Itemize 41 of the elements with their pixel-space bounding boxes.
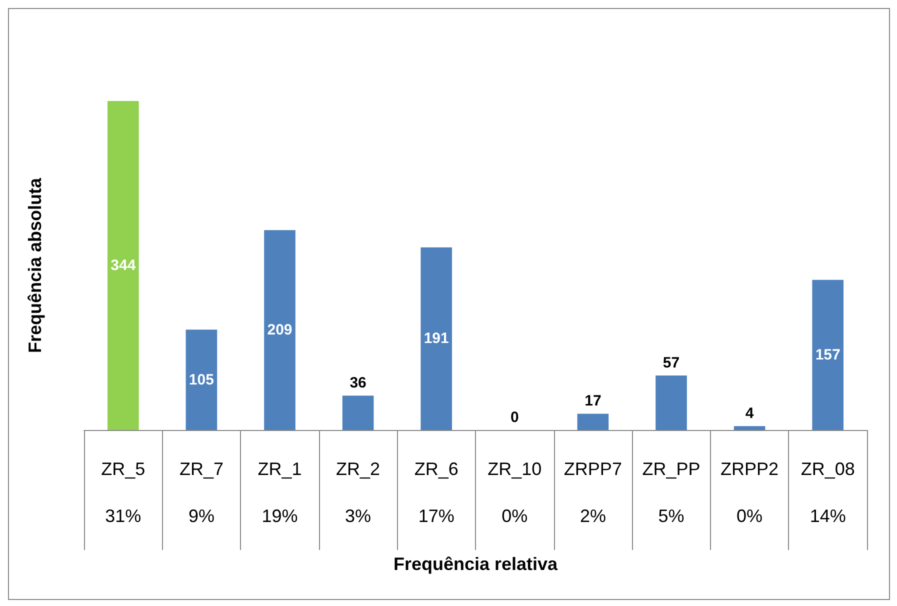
- text: 2%: [580, 506, 606, 526]
- text: 9%: [188, 506, 214, 526]
- data-label: 191: [424, 330, 449, 348]
- text: 17%: [418, 506, 454, 526]
- x-tick-label: ZR_1: [258, 459, 302, 479]
- bar: [342, 396, 374, 430]
- data-label: 36: [350, 374, 366, 392]
- x-tick-label: ZR_PP: [642, 459, 700, 479]
- x-tick-label: ZR_08: [800, 459, 855, 479]
- text: 31%: [105, 506, 142, 526]
- x-tick-label: ZRPP7: [564, 459, 622, 479]
- x-tick-label: ZR_5: [101, 459, 146, 479]
- x-tick-label: ZR_7: [179, 459, 224, 479]
- bar: [577, 414, 609, 430]
- data-label: 4: [745, 405, 754, 422]
- x-tick-label: ZR_2: [336, 459, 380, 479]
- text: 19%: [262, 506, 298, 526]
- text: 0%: [736, 506, 763, 526]
- data-label: 17: [584, 392, 602, 410]
- bar: [656, 375, 687, 430]
- text: 14%: [810, 506, 846, 526]
- data-label: 0: [510, 409, 519, 426]
- text: 5%: [658, 506, 684, 526]
- bar: [107, 101, 139, 430]
- data-label: 57: [662, 354, 680, 372]
- text: 0%: [502, 506, 528, 526]
- bar: [734, 426, 766, 430]
- bar: [812, 280, 844, 430]
- x-tick-label: ZR_10: [488, 459, 542, 479]
- data-label: 157: [815, 346, 840, 364]
- bar: [420, 247, 452, 430]
- y-axis-title: Frequência absoluta: [25, 176, 45, 354]
- bar: [264, 230, 296, 430]
- x-tick-label: ZRPP2: [720, 459, 779, 479]
- x-axis-title: Frequência relativa: [393, 554, 559, 574]
- data-label: 209: [267, 322, 292, 339]
- data-label: 344: [110, 257, 136, 274]
- bar: [186, 330, 218, 430]
- x-tick-label: ZR_6: [414, 459, 458, 479]
- text: 3%: [345, 506, 372, 526]
- data-label: 105: [188, 371, 214, 388]
